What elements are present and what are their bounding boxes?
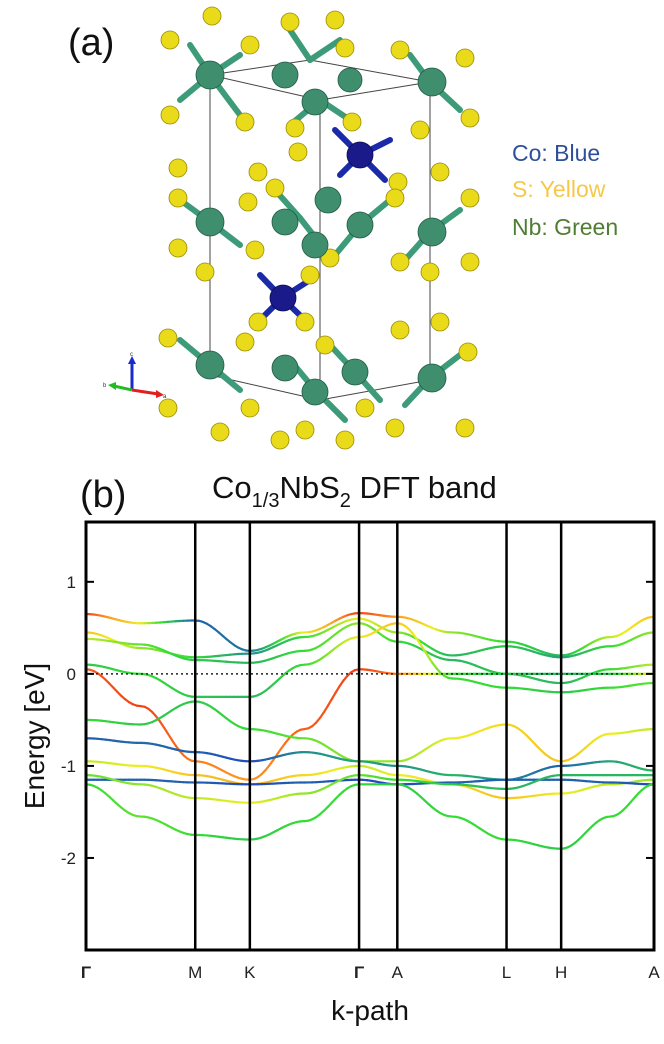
y-tick-label: -1 xyxy=(61,757,76,776)
axis-c-label: c xyxy=(130,352,133,358)
axis-triad: c b a xyxy=(103,352,167,400)
band-9 xyxy=(84,774,656,804)
legend-co: Co: Blue xyxy=(512,140,600,166)
y-tick-label: 0 xyxy=(67,665,76,684)
panel-a: (a) xyxy=(68,6,618,450)
band-lines xyxy=(84,612,656,850)
band-1 xyxy=(84,617,656,659)
panel-a-label: (a) xyxy=(68,22,114,64)
axis-b-label: b xyxy=(103,383,107,389)
y-tick-label: 1 xyxy=(67,573,76,592)
x-tick-label: H xyxy=(555,963,567,982)
crystal-structure-image: c b a xyxy=(103,6,480,450)
y-ticks: 1 0 -1 -2 xyxy=(61,573,654,868)
y-tick-label: -2 xyxy=(61,849,76,868)
x-tick-label: Γ xyxy=(81,963,91,982)
legend-s: S: Yellow xyxy=(512,176,606,202)
band-6 xyxy=(84,737,656,781)
x-tick-label: A xyxy=(648,963,660,982)
x-tick-label: A xyxy=(392,963,404,982)
y-axis-label: Energy [eV] xyxy=(19,663,50,809)
x-tick-label: Γ xyxy=(354,963,364,982)
band-5 xyxy=(84,700,656,763)
x-tick-label: M xyxy=(188,963,202,982)
panel-b: (b) Co1/3NbS2 DFT band 1 0 -1 -2 Γ M K Γ A L H A E… xyxy=(19,470,660,1026)
kpoint-lines xyxy=(193,522,563,950)
axis-a-label: a xyxy=(163,394,167,400)
x-tick-label: L xyxy=(502,963,511,982)
chart-title: Co1/3NbS2 DFT band xyxy=(212,470,497,512)
x-tick-label: K xyxy=(244,963,256,982)
panel-b-label: (b) xyxy=(80,474,126,516)
x-axis-label: k-path xyxy=(331,995,409,1026)
band-0 xyxy=(84,612,656,657)
element-legend: Co: Blue S: Yellow Nb: Green xyxy=(512,140,618,240)
band-4 xyxy=(84,622,656,698)
plot-frame xyxy=(84,520,656,952)
legend-nb: Nb: Green xyxy=(512,214,618,240)
